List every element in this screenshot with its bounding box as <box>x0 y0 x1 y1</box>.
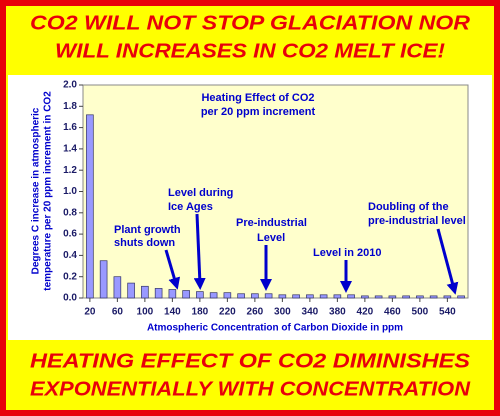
annotation: Plant growth <box>114 224 181 236</box>
plot-area <box>82 84 469 299</box>
bar <box>141 285 149 299</box>
bar <box>402 295 410 299</box>
y-tick-label: 0.6 <box>63 229 77 240</box>
bar <box>223 292 232 299</box>
y-tick-label: 1.8 <box>63 101 77 112</box>
subtitle-line: HEATING EFFECT OF CO2 DIMINISHES <box>30 350 471 372</box>
x-tick-label: 500 <box>412 307 429 318</box>
y-tick-label: 1.4 <box>63 144 77 155</box>
bar <box>374 295 383 299</box>
bar <box>113 276 122 299</box>
y-tick-label: 0.2 <box>63 271 77 282</box>
bar <box>237 293 245 299</box>
bar <box>182 290 190 299</box>
bar <box>333 294 342 299</box>
x-tick-label: 140 <box>164 307 181 318</box>
annotation: Level <box>257 232 285 244</box>
y-tick-label: 0.0 <box>63 293 77 304</box>
annotation: Ice Ages <box>168 201 213 213</box>
annotation: Doubling of the <box>368 201 449 213</box>
annotation: Level during <box>168 187 233 199</box>
x-tick-label: 20 <box>84 307 96 318</box>
annotation: Level in 2010 <box>313 247 382 259</box>
y-axis-label: temperature per 20 ppm increment in CO2 <box>43 91 54 291</box>
bar <box>388 295 397 299</box>
bar <box>168 289 177 299</box>
bar <box>251 293 259 299</box>
bar <box>429 295 438 299</box>
x-tick-label: 300 <box>274 307 291 318</box>
y-axis-label: Degrees C increase in atmospheric <box>31 107 42 274</box>
arrow <box>193 213 206 290</box>
bar <box>319 294 328 299</box>
bar <box>361 295 369 299</box>
bar <box>154 288 163 299</box>
x-tick-label: 380 <box>329 307 346 318</box>
bar <box>416 295 424 299</box>
bar <box>306 294 314 299</box>
annotation: shuts down <box>114 237 175 249</box>
x-tick-label: 260 <box>247 307 264 318</box>
title-line: CO2 WILL NOT STOP GLACIATION NOR <box>30 12 471 34</box>
y-tick-label: 1.2 <box>63 165 77 176</box>
x-tick-label: 540 <box>439 307 456 318</box>
x-tick-label: 340 <box>302 307 319 318</box>
chart-title: per 20 ppm increment <box>201 106 316 118</box>
bar <box>264 293 273 299</box>
bar <box>86 114 94 299</box>
bar <box>292 294 300 299</box>
y-tick-label: 2.0 <box>63 80 77 91</box>
x-tick-label: 100 <box>137 307 154 318</box>
bar <box>457 295 465 299</box>
x-tick-label: 60 <box>112 307 124 318</box>
chart-title: Heating Effect of CO2 <box>201 92 314 104</box>
arrow <box>164 249 181 290</box>
y-tick-label: 1.6 <box>63 122 77 133</box>
x-tick-label: 220 <box>219 307 236 318</box>
arrow <box>436 228 459 295</box>
y-tick-label: 0.4 <box>63 250 77 261</box>
annotation: Pre-industrial <box>236 217 307 229</box>
bar <box>196 291 204 299</box>
x-tick-label: 420 <box>357 307 374 318</box>
x-tick-label: 180 <box>192 307 209 318</box>
bar <box>278 294 287 299</box>
bar <box>127 282 135 299</box>
annotation: pre-industrial level <box>368 215 466 227</box>
bar <box>99 260 108 299</box>
x-axis-label: Atmospheric Concentration of Carbon Diox… <box>147 323 403 334</box>
x-tick-label: 460 <box>384 307 401 318</box>
bar <box>443 295 452 299</box>
bar <box>209 292 218 299</box>
y-tick-label: 1.0 <box>63 186 77 197</box>
subtitle-line: EXPONENTIALLY WITH CONCENTRATION <box>30 378 471 400</box>
bar <box>347 294 355 299</box>
y-tick-label: 0.8 <box>63 207 77 218</box>
title-line: WILL INCREASES IN CO2 MELT ICE! <box>55 40 445 62</box>
